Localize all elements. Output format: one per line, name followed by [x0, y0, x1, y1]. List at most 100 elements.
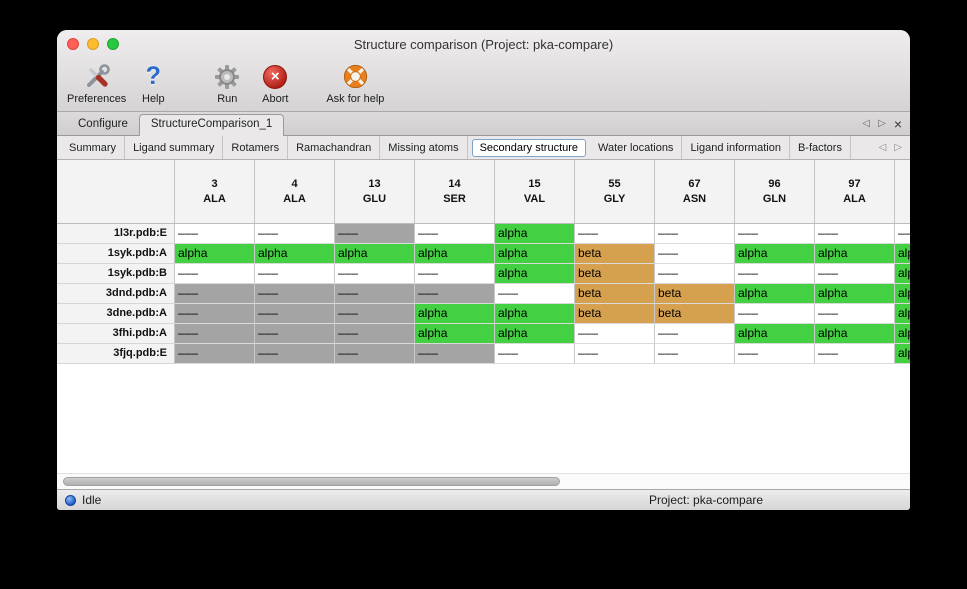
scrollbar-thumb[interactable]: [63, 477, 560, 486]
secondary-structure-cell[interactable]: alpha: [735, 284, 815, 304]
help-button[interactable]: ? Help: [130, 61, 176, 105]
tab-scroll-right-icon[interactable]: ▷: [878, 118, 886, 129]
secondary-structure-cell[interactable]: beta: [575, 264, 655, 284]
column-header[interactable]: 13 GLU: [335, 160, 415, 223]
secondary-structure-cell[interactable]: alpha: [175, 244, 255, 264]
secondary-structure-cell[interactable]: alpha: [815, 284, 895, 304]
secondary-structure-cell[interactable]: –––: [335, 304, 415, 324]
secondary-structure-cell[interactable]: alpha: [895, 264, 910, 284]
tab-scroll-left-icon[interactable]: ◁: [862, 118, 871, 129]
secondary-structure-cell[interactable]: –––: [575, 224, 655, 244]
row-label[interactable]: 1syk.pdb:B: [57, 264, 175, 284]
row-label[interactable]: 3fjq.pdb:E: [57, 344, 175, 364]
column-header[interactable]: [895, 160, 910, 223]
tab-ligand-summary[interactable]: Ligand summary: [125, 136, 224, 159]
tab-structurecomparison-1[interactable]: StructureComparison_1: [138, 114, 285, 136]
secondary-structure-cell[interactable]: alpha: [895, 324, 910, 344]
tab-configure[interactable]: Configure: [78, 118, 128, 130]
secondary-structure-cell[interactable]: alpha: [895, 244, 910, 264]
ask-for-help-button[interactable]: Ask for help: [326, 61, 384, 105]
secondary-structure-cell[interactable]: –––: [415, 344, 495, 364]
secondary-structure-cell[interactable]: –––: [255, 264, 335, 284]
secondary-structure-cell[interactable]: beta: [575, 304, 655, 324]
secondary-structure-cell[interactable]: –––: [335, 224, 415, 244]
row-label[interactable]: 3dnd.pdb:A: [57, 284, 175, 304]
tab-b-factors[interactable]: B-factors: [790, 136, 851, 159]
secondary-structure-cell[interactable]: –––: [735, 264, 815, 284]
preferences-button[interactable]: Preferences: [67, 61, 126, 105]
secondary-structure-cell[interactable]: alpha: [895, 284, 910, 304]
secondary-structure-cell[interactable]: –––: [255, 284, 335, 304]
column-header[interactable]: 15 VAL: [495, 160, 575, 223]
secondary-structure-cell[interactable]: alpha: [255, 244, 335, 264]
tab-missing-atoms[interactable]: Missing atoms: [380, 136, 468, 159]
secondary-structure-cell[interactable]: –––: [175, 284, 255, 304]
secondary-structure-cell[interactable]: –––: [255, 224, 335, 244]
secondary-structure-cell[interactable]: alpha: [495, 264, 575, 284]
secondary-structure-cell[interactable]: alpha: [735, 324, 815, 344]
secondary-structure-cell[interactable]: alpha: [415, 244, 495, 264]
secondary-structure-cell[interactable]: –––: [815, 264, 895, 284]
secondary-structure-cell[interactable]: –––: [655, 244, 735, 264]
secondary-structure-cell[interactable]: –––: [735, 304, 815, 324]
row-label[interactable]: 1l3r.pdb:E: [57, 224, 175, 244]
close-window-button[interactable]: [67, 38, 79, 50]
secondary-structure-cell[interactable]: –––: [895, 224, 910, 244]
secondary-structure-cell[interactable]: alpha: [815, 324, 895, 344]
tab-secondary-structure[interactable]: Secondary structure: [471, 138, 587, 157]
secondary-structure-cell[interactable]: –––: [415, 284, 495, 304]
secondary-structure-cell[interactable]: –––: [495, 344, 575, 364]
secondary-structure-cell[interactable]: beta: [575, 244, 655, 264]
secondary-structure-cell[interactable]: –––: [815, 304, 895, 324]
subtab-scroll-left-icon[interactable]: ◁: [878, 142, 887, 153]
tab-close-icon[interactable]: ×: [893, 115, 902, 132]
secondary-structure-cell[interactable]: –––: [335, 324, 415, 344]
secondary-structure-cell[interactable]: –––: [255, 304, 335, 324]
secondary-structure-cell[interactable]: –––: [255, 324, 335, 344]
row-label[interactable]: 3dne.pdb:A: [57, 304, 175, 324]
row-label[interactable]: 1syk.pdb:A: [57, 244, 175, 264]
column-header[interactable]: 3 ALA: [175, 160, 255, 223]
secondary-structure-cell[interactable]: alpha: [895, 304, 910, 324]
secondary-structure-cell[interactable]: –––: [335, 264, 415, 284]
abort-button[interactable]: × Abort: [252, 61, 298, 105]
tab-ramachandran[interactable]: Ramachandran: [288, 136, 381, 159]
secondary-structure-cell[interactable]: –––: [175, 224, 255, 244]
secondary-structure-cell[interactable]: alpha: [415, 324, 495, 344]
secondary-structure-cell[interactable]: –––: [335, 284, 415, 304]
column-header[interactable]: 55 GLY: [575, 160, 655, 223]
secondary-structure-cell[interactable]: –––: [415, 264, 495, 284]
secondary-structure-cell[interactable]: –––: [735, 344, 815, 364]
secondary-structure-cell[interactable]: alpha: [815, 244, 895, 264]
secondary-structure-cell[interactable]: –––: [815, 344, 895, 364]
secondary-structure-cell[interactable]: –––: [175, 264, 255, 284]
secondary-structure-cell[interactable]: –––: [255, 344, 335, 364]
tab-summary[interactable]: Summary: [61, 136, 126, 159]
secondary-structure-cell[interactable]: –––: [575, 324, 655, 344]
tab-ligand-information[interactable]: Ligand information: [682, 136, 790, 159]
secondary-structure-cell[interactable]: alpha: [735, 244, 815, 264]
secondary-structure-cell[interactable]: alpha: [415, 304, 495, 324]
secondary-structure-cell[interactable]: alpha: [895, 344, 910, 364]
secondary-structure-cell[interactable]: beta: [655, 284, 735, 304]
column-header[interactable]: 97 ALA: [815, 160, 895, 223]
secondary-structure-cell[interactable]: –––: [655, 224, 735, 244]
secondary-structure-cell[interactable]: –––: [575, 344, 655, 364]
secondary-structure-cell[interactable]: –––: [655, 264, 735, 284]
row-label[interactable]: 3fhi.pdb:A: [57, 324, 175, 344]
horizontal-scrollbar[interactable]: [57, 473, 910, 489]
secondary-structure-cell[interactable]: alpha: [495, 304, 575, 324]
secondary-structure-cell[interactable]: alpha: [495, 324, 575, 344]
column-header[interactable]: 96 GLN: [735, 160, 815, 223]
secondary-structure-cell[interactable]: –––: [495, 284, 575, 304]
secondary-structure-cell[interactable]: –––: [655, 344, 735, 364]
subtab-scroll-right-icon[interactable]: ▷: [894, 142, 902, 153]
secondary-structure-cell[interactable]: –––: [735, 224, 815, 244]
minimize-window-button[interactable]: [87, 38, 99, 50]
secondary-structure-cell[interactable]: –––: [175, 324, 255, 344]
run-button[interactable]: Run: [204, 61, 250, 105]
secondary-structure-cell[interactable]: alpha: [495, 244, 575, 264]
tab-rotamers[interactable]: Rotamers: [223, 136, 289, 159]
secondary-structure-cell[interactable]: –––: [175, 304, 255, 324]
column-header[interactable]: 14 SER: [415, 160, 495, 223]
